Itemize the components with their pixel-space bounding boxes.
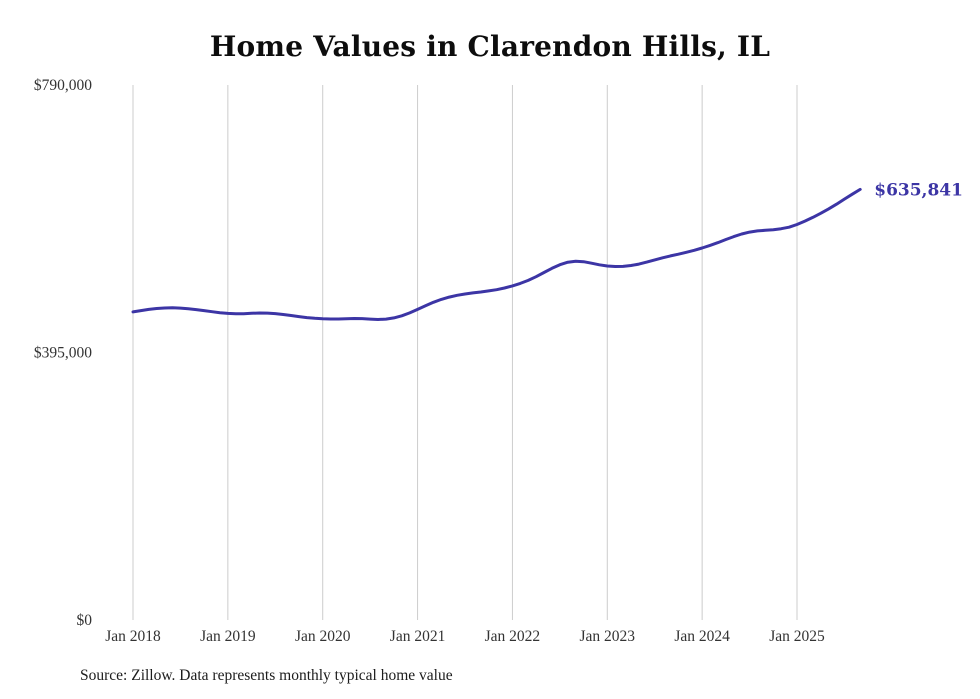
x-tick-label: Jan 2019 bbox=[200, 628, 256, 645]
y-tick-label: $0 bbox=[77, 612, 93, 629]
x-tick-label: Jan 2020 bbox=[295, 628, 351, 645]
x-tick-label: Jan 2025 bbox=[769, 628, 825, 645]
value-line bbox=[131, 187, 862, 321]
x-tick-label: Jan 2023 bbox=[580, 628, 636, 645]
y-tick-label: $790,000 bbox=[34, 77, 92, 94]
current-value-label: $635,841 bbox=[874, 180, 963, 200]
y-tick-label: $395,000 bbox=[34, 345, 92, 362]
source-note: Source: Zillow. Data represents monthly … bbox=[80, 667, 453, 684]
x-tick-label: Jan 2022 bbox=[485, 628, 541, 645]
chart-title: Home Values in Clarendon Hills, IL bbox=[209, 30, 771, 63]
x-tick-label: Jan 2024 bbox=[674, 628, 730, 645]
x-tick-label: Jan 2018 bbox=[105, 628, 161, 645]
x-tick-label: Jan 2021 bbox=[390, 628, 446, 645]
